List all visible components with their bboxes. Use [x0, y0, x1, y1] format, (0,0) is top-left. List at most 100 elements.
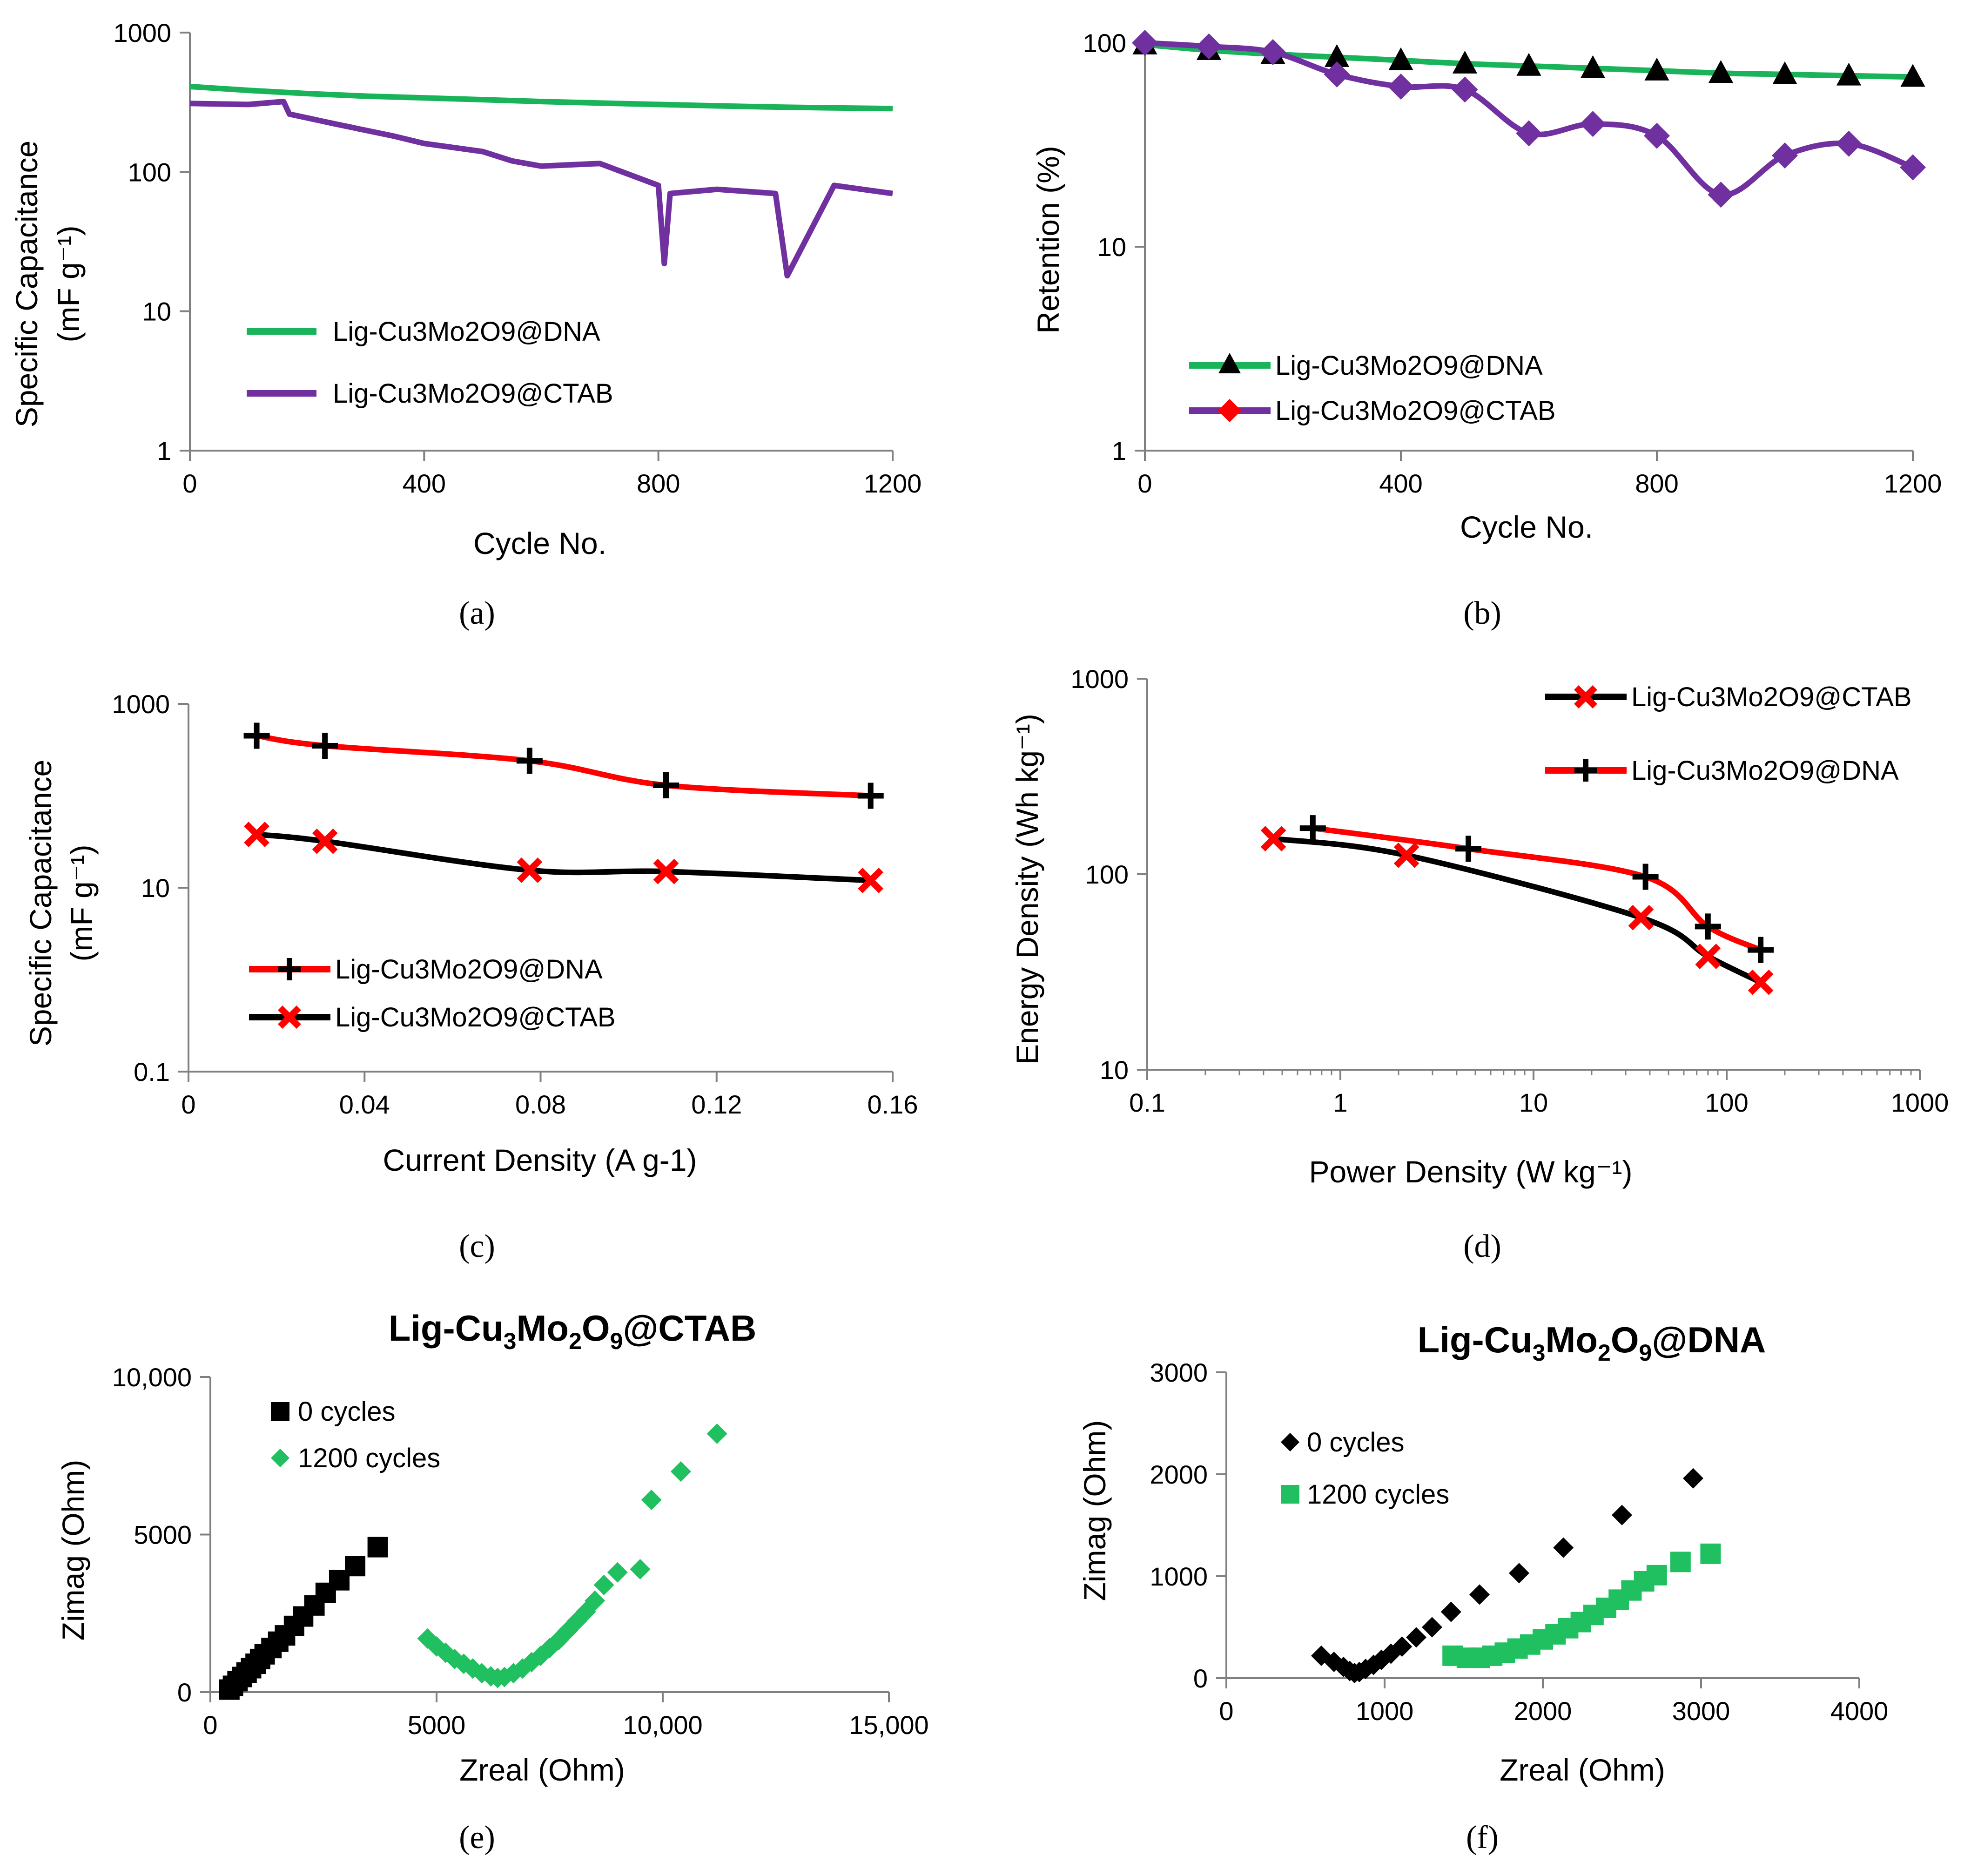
- panel-f-point-1200-cycles: [1700, 1543, 1721, 1564]
- panel-d-point-lig-cu3mo2o9-ctab: [1260, 826, 1286, 851]
- panel-d-plot: 10 100 1000 0.1 1 10 100 1000: [1070, 664, 1949, 1117]
- legend-f-0cycles-label: 0 cycles: [1307, 1427, 1405, 1458]
- panel-e-xtick-label: 15,000: [849, 1710, 928, 1740]
- panel-e-point-1200-cycles: [641, 1490, 662, 1511]
- panel-b-point-lig-cu3mo2o9-dna: [1388, 47, 1413, 70]
- panel-d: 10 100 1000 0.1 1 10 100 1000 Power Density (W …: [1010, 664, 1949, 1264]
- legend-d-ctab-label: Lig-Cu3Mo2O9@CTAB: [1631, 682, 1912, 712]
- panel-c-point-lig-cu3mo2o9-ctab: [244, 822, 269, 847]
- legend-d-ctab-marker: [1574, 685, 1597, 709]
- panel-b-ylabel: Retention (%): [1031, 146, 1065, 334]
- panel-b-point-lig-cu3mo2o9-ctab: [1388, 74, 1414, 100]
- panel-b-ytick-label: 100: [1083, 28, 1126, 58]
- legend-f-0cycles-marker: [1281, 1433, 1299, 1451]
- panel-b-point-lig-cu3mo2o9-ctab: [1196, 33, 1222, 60]
- panel-c-point-lig-cu3mo2o9-ctab: [653, 858, 679, 884]
- panel-d-caption: (d): [1463, 1228, 1501, 1264]
- panel-b-point-lig-cu3mo2o9-ctab: [1580, 111, 1606, 137]
- panel-b-point-lig-cu3mo2o9-ctab: [1516, 120, 1542, 147]
- panel-f-title: Lig-Cu3Mo2O9@DNA: [1418, 1319, 1766, 1366]
- panel-c: 0.1 10 1000 0 0.04 0.08 0.12 0.16 Current Densi…: [23, 689, 918, 1264]
- panel-c-series-lig-cu3mo2o9-dna-line: [256, 733, 871, 799]
- panel-e-point-1200-cycles: [706, 1423, 727, 1444]
- panel-c-xtick-label: 0.16: [868, 1090, 918, 1119]
- panel-d-point-lig-cu3mo2o9-dna: [1695, 913, 1721, 940]
- panel-e-ytick-label: 10,000: [112, 1363, 192, 1392]
- panel-c-point-lig-cu3mo2o9-ctab: [517, 857, 543, 883]
- panel-d-point-lig-cu3mo2o9-ctab: [1628, 904, 1654, 931]
- panel-f-xtick-label: 0: [1219, 1696, 1233, 1726]
- panel-f-point-0-cycles: [1553, 1537, 1574, 1558]
- panel-c-xtick-label: 0: [181, 1090, 195, 1119]
- panel-a-ylabel-unit: (mF g⁻¹): [51, 225, 86, 342]
- panel-f-xtick-label: 1000: [1356, 1696, 1414, 1726]
- panel-a-xtick-label: 400: [403, 469, 446, 498]
- panel-a-ytick-label: 10: [142, 297, 171, 326]
- panel-c-point-lig-cu3mo2o9-dna: [243, 722, 270, 749]
- panel-b-point-lig-cu3mo2o9-dna: [1900, 64, 1925, 87]
- legend-f-1200cycles-label: 1200 cycles: [1307, 1479, 1449, 1510]
- panel-f-caption: (f): [1466, 1820, 1499, 1856]
- panel-b-point-lig-cu3mo2o9-ctab: [1900, 154, 1926, 181]
- panel-f-xtick-label: 4000: [1830, 1696, 1889, 1726]
- panel-d-xtick-label: 100: [1705, 1088, 1748, 1117]
- panel-a: 1 10 100 1000 0 400 800 1200 Cycle No. Specific…: [9, 18, 922, 631]
- legend-c-ctab-marker: [278, 1005, 301, 1029]
- panel-d-point-lig-cu3mo2o9-dna: [1632, 864, 1659, 890]
- panel-c-point-lig-cu3mo2o9-dna: [653, 772, 679, 798]
- panel-f-plot: 0 1000 2000 3000 0 1000 2000 3000 4000: [1150, 1358, 1888, 1726]
- panel-f-xtick-label: 3000: [1672, 1696, 1730, 1726]
- panel-a-plot: 1 10 100 1000 0 400 800 1200: [113, 18, 922, 498]
- panel-c-xlabel: Current Density (A g-1): [383, 1143, 697, 1177]
- panel-d-xtick-label: 10: [1519, 1088, 1548, 1117]
- legend-e-1200cycles-marker: [271, 1449, 289, 1467]
- panel-c-xtick-label: 0.04: [339, 1090, 390, 1119]
- panel-c-plot: 0.1 10 1000 0 0.04 0.08 0.12 0.16: [112, 689, 918, 1119]
- panel-b-xtick-label: 1200: [1884, 469, 1942, 498]
- panel-b-point-lig-cu3mo2o9-dna: [1772, 61, 1797, 84]
- panel-a-ytick-label: 100: [128, 157, 171, 187]
- legend-d-dna-label: Lig-Cu3Mo2O9@DNA: [1631, 756, 1899, 786]
- panel-b-xtick-label: 800: [1635, 469, 1678, 498]
- panel-c-xtick-label: 0.08: [515, 1090, 566, 1119]
- legend-a-dna-label: Lig-Cu3Mo2O9@DNA: [333, 317, 600, 347]
- panel-e-ylabel: Zimag (Ohm): [56, 1460, 90, 1641]
- panel-c-caption: (c): [459, 1228, 495, 1264]
- panel-e-xtick-label: 5000: [408, 1710, 466, 1740]
- panel-d-point-lig-cu3mo2o9-dna: [1299, 815, 1326, 842]
- panel-c-point-lig-cu3mo2o9-ctab: [858, 868, 884, 893]
- panel-d-ylabel: Energy Density (Wh kg⁻¹): [1010, 714, 1044, 1065]
- legend-c-dna-marker: [278, 958, 301, 980]
- panel-d-point-lig-cu3mo2o9-dna: [1455, 836, 1482, 862]
- panel-f-xtick-label: 2000: [1514, 1696, 1572, 1726]
- panel-c-point-lig-cu3mo2o9-dna: [312, 733, 338, 759]
- panel-b: 1 10 100 0 400 800 1200 Cycle No. Retention (%…: [1031, 28, 1942, 631]
- panel-b-point-lig-cu3mo2o9-ctab: [1452, 76, 1478, 103]
- legend-d-dna-marker: [1574, 759, 1597, 782]
- panel-c-point-lig-cu3mo2o9-dna: [857, 783, 884, 809]
- panel-d-xlabel: Power Density (W kg⁻¹): [1309, 1154, 1633, 1189]
- panel-a-ytick-label: 1000: [113, 18, 171, 47]
- panel-b-caption: (b): [1463, 595, 1501, 631]
- panel-f-point-1200-cycles: [1670, 1552, 1691, 1572]
- panel-e: 0 5000 10,000 0 5000 10,000 15,000 Lig-Cu3Mo2O…: [56, 1308, 929, 1856]
- panel-f-point-0-cycles: [1392, 1636, 1413, 1657]
- panel-b-xtick-label: 400: [1379, 469, 1422, 498]
- panel-f-point-1200-cycles: [1646, 1565, 1667, 1586]
- panel-f-point-0-cycles: [1612, 1505, 1632, 1525]
- panel-c-point-lig-cu3mo2o9-ctab: [312, 828, 338, 854]
- panel-b-point-lig-cu3mo2o9-ctab: [1260, 39, 1286, 66]
- panel-d-ytick-label: 100: [1085, 860, 1129, 889]
- panel-f-ylabel: Zimag (Ohm): [1077, 1420, 1112, 1601]
- panel-a-xtick-label: 0: [182, 469, 197, 498]
- panel-e-caption: (e): [459, 1820, 495, 1856]
- panel-b-point-lig-cu3mo2o9-dna: [1708, 60, 1734, 83]
- panel-e-point-1200-cycles: [607, 1562, 628, 1583]
- panel-a-ylabel: Specific Capacitance: [9, 141, 44, 427]
- panel-b-point-lig-cu3mo2o9-ctab: [1772, 142, 1798, 169]
- panel-c-point-lig-cu3mo2o9-dna: [516, 748, 543, 774]
- panel-d-point-lig-cu3mo2o9-dna: [1748, 937, 1774, 963]
- panel-c-ytick-label: 1000: [112, 689, 170, 719]
- legend-b-ctab-marker: [1218, 399, 1241, 422]
